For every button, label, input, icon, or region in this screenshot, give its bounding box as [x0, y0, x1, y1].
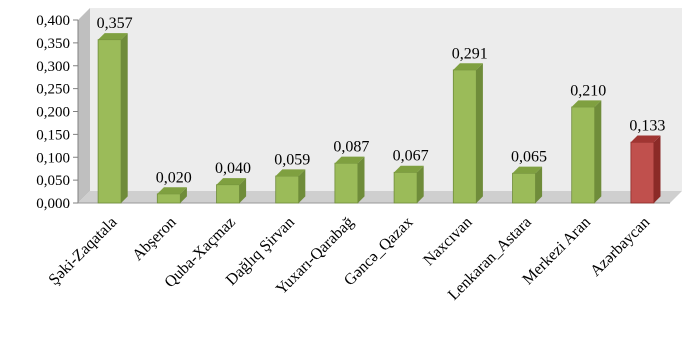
y-tick-label: 0,050 — [36, 173, 70, 189]
side-wall — [78, 8, 90, 203]
data-label: 0,133 — [629, 118, 665, 135]
bar-front — [334, 162, 359, 204]
data-label: 0,040 — [215, 160, 251, 177]
bar-front — [512, 172, 536, 204]
bar — [452, 63, 483, 204]
bar — [156, 187, 187, 204]
category-label: Naxcıvan — [420, 214, 475, 269]
data-label: 0,059 — [274, 151, 310, 168]
bar-top — [394, 165, 424, 173]
bar — [630, 135, 661, 204]
y-tick-label: 0,350 — [36, 36, 70, 52]
bar-front — [275, 175, 300, 204]
bar-front — [452, 69, 477, 204]
bar-side — [298, 169, 306, 203]
bar-top — [157, 187, 187, 194]
bar — [512, 166, 543, 204]
y-tick-label: 0,100 — [36, 150, 70, 166]
y-tick-label: 0,250 — [36, 82, 70, 98]
bar-side — [180, 187, 187, 203]
bar-top — [275, 169, 306, 177]
data-label: 0,067 — [393, 148, 429, 165]
bar-side — [121, 33, 128, 204]
bar — [334, 156, 365, 204]
category-label: Şəki-Zaqatala — [46, 214, 121, 289]
data-label: 0,087 — [333, 139, 369, 156]
bar-side — [653, 135, 661, 203]
bar-top — [571, 100, 602, 107]
y-tick-label: 0,200 — [36, 105, 70, 121]
category-label: Abşeron — [129, 214, 179, 264]
bar-side — [239, 178, 247, 203]
bar-front — [571, 106, 596, 204]
data-label: 0,357 — [97, 15, 133, 32]
data-label: 0,291 — [452, 45, 488, 62]
bar-front — [156, 193, 181, 204]
bar-front — [393, 171, 418, 204]
bar — [216, 178, 247, 204]
data-label: 0,065 — [511, 149, 547, 166]
bar-top — [98, 33, 128, 40]
bar — [571, 100, 602, 204]
bar-top — [216, 178, 247, 185]
data-label: 0,020 — [156, 169, 192, 186]
y-tick-label: 0,150 — [36, 127, 70, 143]
bar-side — [476, 63, 483, 203]
bar-front — [97, 39, 122, 204]
bar-top — [512, 166, 543, 174]
bar — [97, 33, 128, 204]
data-label: 0,210 — [570, 82, 606, 99]
bar — [275, 169, 306, 204]
bar-front — [630, 141, 655, 204]
bar-side — [535, 166, 543, 203]
bar-top — [334, 156, 365, 164]
y-tick-label: 0,000 — [36, 196, 70, 212]
y-tick-label: 0,300 — [36, 59, 70, 75]
bar-top — [630, 135, 661, 143]
category-label: Azərbaycan — [587, 214, 653, 280]
bar-top — [453, 63, 483, 70]
bar-side — [594, 100, 602, 203]
bar-front — [216, 184, 240, 204]
y-tick-label: 0,400 — [36, 13, 70, 29]
bar-side — [357, 156, 365, 203]
bar-side — [417, 165, 424, 203]
bar — [393, 165, 424, 204]
